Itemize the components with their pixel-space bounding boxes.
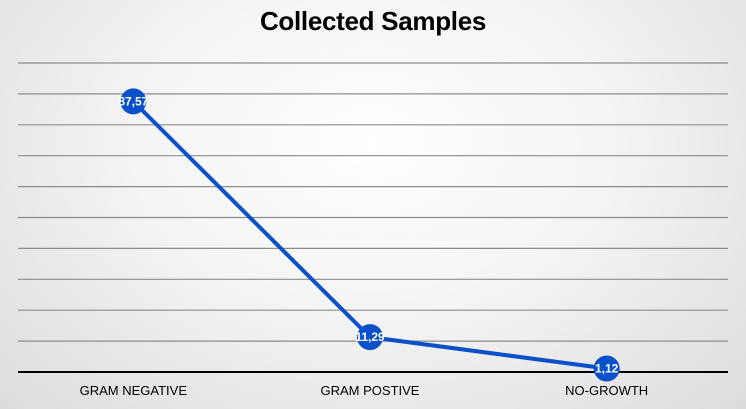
x-tick-label: GRAM NEGATIVE [80, 383, 188, 398]
data-point [593, 355, 620, 382]
data-label: 11,29 [355, 330, 385, 344]
x-tick-label: NO-GROWTH [565, 383, 648, 398]
x-tick-label: GRAM POSTIVE [321, 383, 420, 398]
data-label: 1,12 [595, 362, 619, 376]
chart-title: Collected Samples [259, 6, 487, 36]
data-point [357, 324, 383, 351]
data-point [120, 88, 147, 115]
data-label: 87,57 [118, 94, 148, 108]
